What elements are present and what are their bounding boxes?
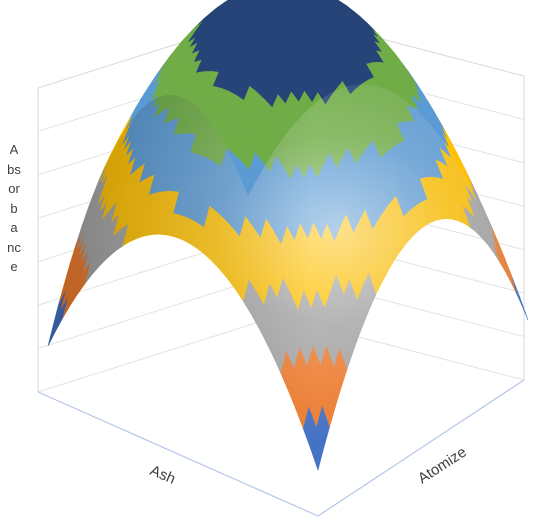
surface-cell — [258, 0, 272, 5]
surface-band-7 — [188, 0, 384, 108]
surface-plot — [47, 0, 529, 472]
surface-cell — [250, 0, 262, 3]
surface-cell — [214, 1, 229, 12]
surface-cell — [292, 0, 308, 7]
surface-cell — [305, 0, 321, 9]
surface-cell — [302, 0, 313, 3]
surface-cell — [279, 0, 294, 6]
surface-shade — [48, 84, 528, 471]
floor-front-right-edge — [317, 379, 525, 517]
surface-cell — [265, 0, 281, 8]
surface-cell — [290, 0, 296, 2]
surface-cell — [319, 0, 333, 5]
y-axis-title: Atomize — [415, 444, 470, 488]
surface-cell — [242, 0, 254, 3]
surface-cell — [274, 0, 283, 3]
surface-cell — [228, 0, 240, 6]
z-axis-title: Absorbance — [7, 142, 21, 274]
floor-front-left-edge — [37, 391, 319, 517]
surface-cell — [324, 0, 336, 5]
floor-back-left-edge — [37, 315, 279, 393]
x-axis-title: Ash — [147, 462, 177, 488]
surface-cell — [312, 0, 327, 7]
